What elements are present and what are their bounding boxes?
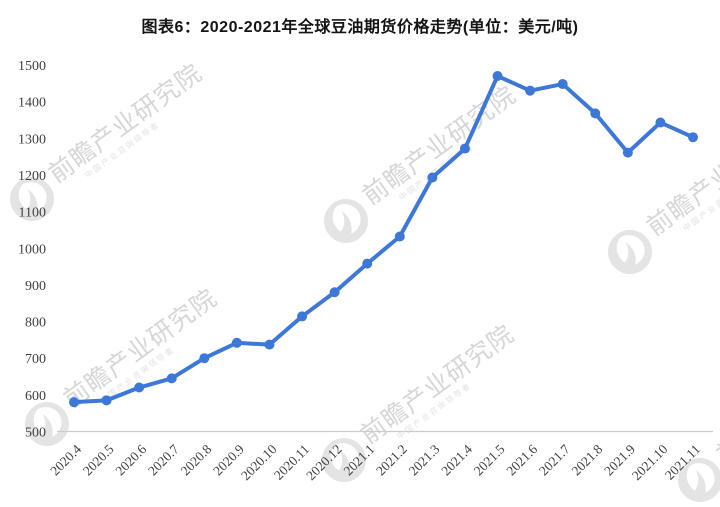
y-tick-label: 1400 bbox=[18, 96, 46, 111]
y-tick-label: 1000 bbox=[18, 242, 46, 257]
x-tick-label: 2021.10 bbox=[629, 441, 671, 483]
x-tick-label: 2020.6 bbox=[112, 441, 149, 478]
data-point bbox=[329, 287, 340, 298]
y-tick-label: 600 bbox=[25, 389, 46, 404]
data-point bbox=[525, 85, 536, 96]
x-tick-label: 2020.5 bbox=[80, 441, 117, 478]
data-point bbox=[134, 382, 145, 393]
x-tick-label: 2021.1 bbox=[340, 442, 377, 479]
price-polyline bbox=[72, 73, 695, 405]
y-tick-label: 900 bbox=[25, 279, 46, 294]
data-point bbox=[590, 108, 601, 119]
data-point bbox=[297, 311, 308, 322]
data-point bbox=[394, 231, 405, 242]
data-point bbox=[69, 397, 79, 408]
y-tick-label: 1100 bbox=[19, 206, 46, 221]
y-axis-tick-labels: 500 600 700 800 900 1000 1100 1200 1300 1400 1500 bbox=[18, 59, 46, 441]
x-tick-label: 2021.11 bbox=[662, 442, 703, 483]
chart-title: 图表6：2020-2021年全球豆油期货价格走势(单位：美元/吨) bbox=[141, 19, 579, 36]
y-tick-label: 1500 bbox=[18, 59, 46, 74]
y-tick-label: 1300 bbox=[18, 132, 46, 147]
data-point bbox=[166, 373, 177, 384]
y-tick-label: 500 bbox=[25, 426, 46, 441]
y-tick-label: 700 bbox=[25, 352, 46, 367]
data-point bbox=[655, 117, 666, 128]
y-tick-label: 800 bbox=[25, 316, 46, 331]
x-tick-label: 2021.3 bbox=[406, 441, 443, 478]
data-point bbox=[622, 147, 633, 158]
price-line-series bbox=[72, 73, 695, 405]
data-point bbox=[459, 143, 470, 154]
data-point bbox=[101, 395, 112, 406]
data-point bbox=[427, 172, 438, 183]
x-tick-label: 2020.10 bbox=[238, 441, 280, 483]
x-axis-tick-labels: 2020.42020.52020.62020.72020.82020.92020… bbox=[47, 441, 703, 483]
x-tick-label: 2021.7 bbox=[536, 441, 573, 478]
x-tick-label: 2020.12 bbox=[303, 442, 345, 484]
x-tick-label: 2021.5 bbox=[471, 441, 508, 478]
data-point-markers bbox=[69, 70, 698, 408]
y-tick-label: 1200 bbox=[18, 169, 46, 184]
x-tick-label: 2021.6 bbox=[503, 441, 540, 478]
data-point bbox=[557, 79, 568, 90]
data-point bbox=[231, 337, 242, 348]
x-tick-label: 2020.7 bbox=[145, 441, 182, 478]
data-point bbox=[264, 339, 275, 350]
x-tick-label: 2021.2 bbox=[373, 442, 410, 479]
data-point bbox=[688, 132, 698, 143]
data-point bbox=[492, 70, 503, 81]
x-tick-label: 2020.8 bbox=[178, 441, 215, 478]
x-tick-label: 2021.8 bbox=[569, 441, 606, 478]
data-point bbox=[362, 258, 373, 269]
x-tick-label: 2021.4 bbox=[438, 441, 475, 478]
data-point bbox=[199, 353, 210, 364]
x-tick-label: 2020.4 bbox=[47, 441, 84, 478]
